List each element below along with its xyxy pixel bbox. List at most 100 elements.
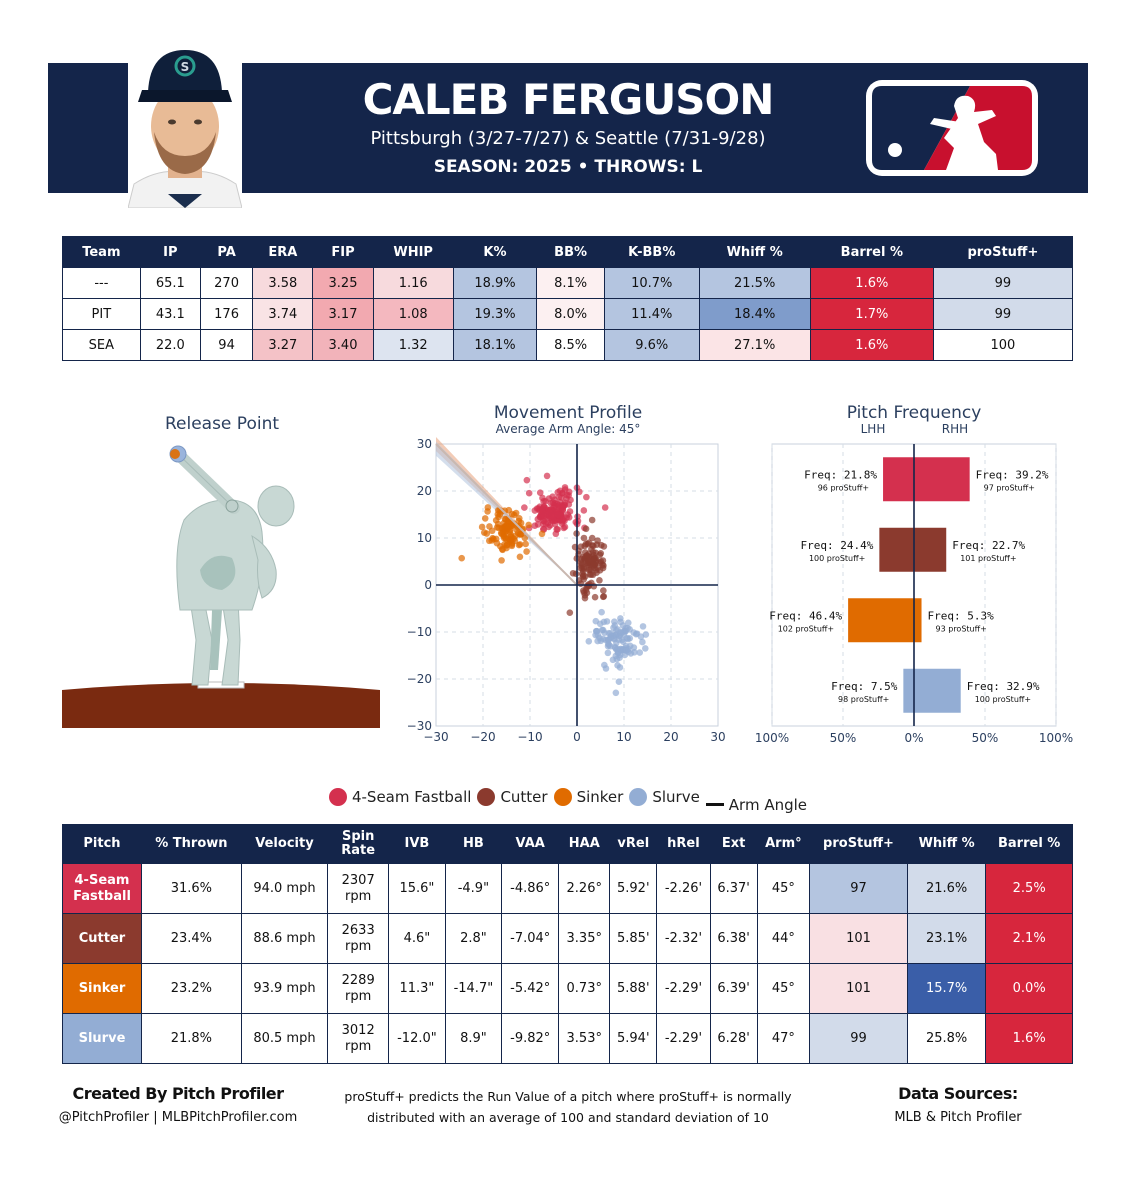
pitch-cell: 47°: [756, 1013, 811, 1064]
rhh-stuff-label: 101 proStuff+: [960, 554, 1016, 563]
stats-cell: 1.6%: [809, 267, 934, 299]
pitch-cell: 2633 rpm: [327, 913, 390, 964]
movement-point: [585, 637, 593, 645]
prostuff-note: proStuff+ predicts the Run Value of a pi…: [338, 1086, 798, 1128]
movement-point: [600, 587, 607, 594]
pitch-cell: -4.86°: [501, 863, 560, 914]
movement-point: [523, 548, 530, 555]
rhh-label: RHH: [941, 422, 969, 436]
pitch-name-cell: 4-Seam Fastball: [62, 863, 142, 914]
movement-point: [516, 553, 524, 561]
movement-profile-title: Movement Profile: [493, 403, 643, 423]
lhh-stuff-label: 96 proStuff+: [818, 483, 869, 492]
stats-cell: 18.4%: [698, 298, 811, 330]
movement-point: [600, 593, 608, 600]
stats-cell: 3.58: [252, 267, 314, 299]
rhh-bar: [914, 598, 922, 643]
movement-point: [515, 541, 523, 549]
movement-point: [603, 618, 611, 625]
pitch-header-cell: HB: [444, 824, 503, 864]
movement-point: [554, 511, 561, 518]
pitch-cell: 101: [809, 963, 908, 1014]
pitch-cell: 25.8%: [906, 1013, 987, 1064]
x-tick-label: 0: [573, 730, 581, 744]
movement-point: [508, 542, 516, 550]
stats-cell: 19.3%: [452, 298, 538, 330]
lhh-label: LHH: [860, 422, 886, 436]
stats-header-cell: K-BB%: [604, 236, 700, 268]
pitch-cell: 3.53°: [558, 1013, 611, 1064]
movement-point: [522, 540, 529, 548]
x-tick-label: −10: [517, 730, 542, 744]
movement-point: [561, 486, 569, 493]
movement-point: [596, 551, 604, 559]
stats-cell: 21.5%: [698, 267, 811, 299]
movement-point: [593, 628, 600, 635]
pitch-cell: 23.1%: [906, 913, 987, 964]
movement-point: [586, 571, 594, 578]
movement-point: [639, 638, 646, 646]
y-tick-label: 30: [417, 437, 432, 451]
movement-point: [502, 523, 510, 531]
svg-text:S: S: [181, 60, 190, 74]
legend-swatch: [553, 788, 572, 806]
stats-cell: PIT: [62, 298, 141, 330]
lhh-stuff-label: 98 proStuff+: [838, 695, 889, 704]
pitch-cell: 21.6%: [906, 863, 987, 914]
movement-point: [551, 520, 559, 528]
stats-row: SEA 22.0 94 3.27 3.40 1.32 18.1% 8.5% 9.6% 27.1% 1…: [62, 329, 1074, 361]
stats-row: --- 65.1 270 3.58 3.25 1.16 18.9% 8.1% 10.7% 21.5…: [62, 267, 1074, 299]
movement-point: [495, 513, 502, 521]
stats-header-cell: K%: [452, 236, 538, 268]
legend-item: 4-Seam Fastball: [328, 788, 471, 806]
movement-point: [579, 573, 587, 580]
release-point-title: Release Point: [164, 414, 280, 434]
movement-point: [596, 620, 604, 628]
movement-point: [561, 523, 569, 531]
legend-line: [705, 803, 724, 806]
lhh-freq-label: Freq: 21.8%: [804, 468, 877, 481]
pitch-cell: 88.6 mph: [240, 913, 329, 964]
movement-point: [581, 592, 589, 599]
movement-point: [641, 645, 649, 652]
y-tick-label: −10: [407, 625, 432, 639]
stats-cell: 3.27: [252, 329, 314, 361]
stats-cell: 8.5%: [536, 329, 606, 361]
stats-cell: 9.6%: [604, 329, 700, 361]
pitch-header-cell: Arm°: [756, 824, 811, 864]
pitch-header-cell: proStuff+: [809, 824, 908, 864]
pitch-cell: 5.94': [609, 1013, 658, 1064]
movement-point: [531, 522, 539, 530]
stats-cell: 3.17: [312, 298, 374, 330]
x-tick-label: −30: [423, 730, 448, 744]
legend-item: Slurve: [629, 788, 700, 806]
movement-point: [605, 637, 612, 644]
stats-cell: 94: [199, 329, 254, 361]
lhh-bar: [879, 527, 914, 572]
pitch-cell: 23.4%: [141, 913, 242, 964]
movement-point: [510, 511, 518, 519]
movement-point: [560, 516, 567, 524]
stats-cell: 99: [932, 298, 1074, 330]
movement-point: [540, 503, 548, 511]
movement-point: [598, 626, 606, 634]
movement-point: [598, 608, 605, 616]
movement-point: [625, 619, 632, 627]
pitch-cell: 0.0%: [985, 963, 1073, 1014]
stats-cell: 65.1: [139, 267, 201, 299]
pitch-cell: -4.9": [444, 863, 503, 914]
lhh-stuff-label: 102 proStuff+: [778, 624, 834, 633]
pitch-header-cell: Velocity: [240, 824, 329, 864]
pitch-cell: -14.7": [444, 963, 503, 1014]
legend-swatch: [328, 788, 347, 806]
pitch-cell: 2.5%: [985, 863, 1073, 914]
legend-label: Arm Angle: [728, 795, 808, 814]
movement-point: [580, 507, 588, 514]
stats-cell: 270: [199, 267, 254, 299]
movement-point: [577, 580, 585, 587]
pitch-header-cell: vRel: [609, 824, 658, 864]
pitch-row: Slurve 21.8% 80.5 mph 3012 rpm -12.0" 8.9" -9.…: [62, 1013, 1073, 1064]
rhh-freq-label: Freq: 22.7%: [952, 539, 1025, 552]
stats-cell: ---: [62, 267, 141, 299]
stats-header-cell: ERA: [252, 236, 314, 268]
